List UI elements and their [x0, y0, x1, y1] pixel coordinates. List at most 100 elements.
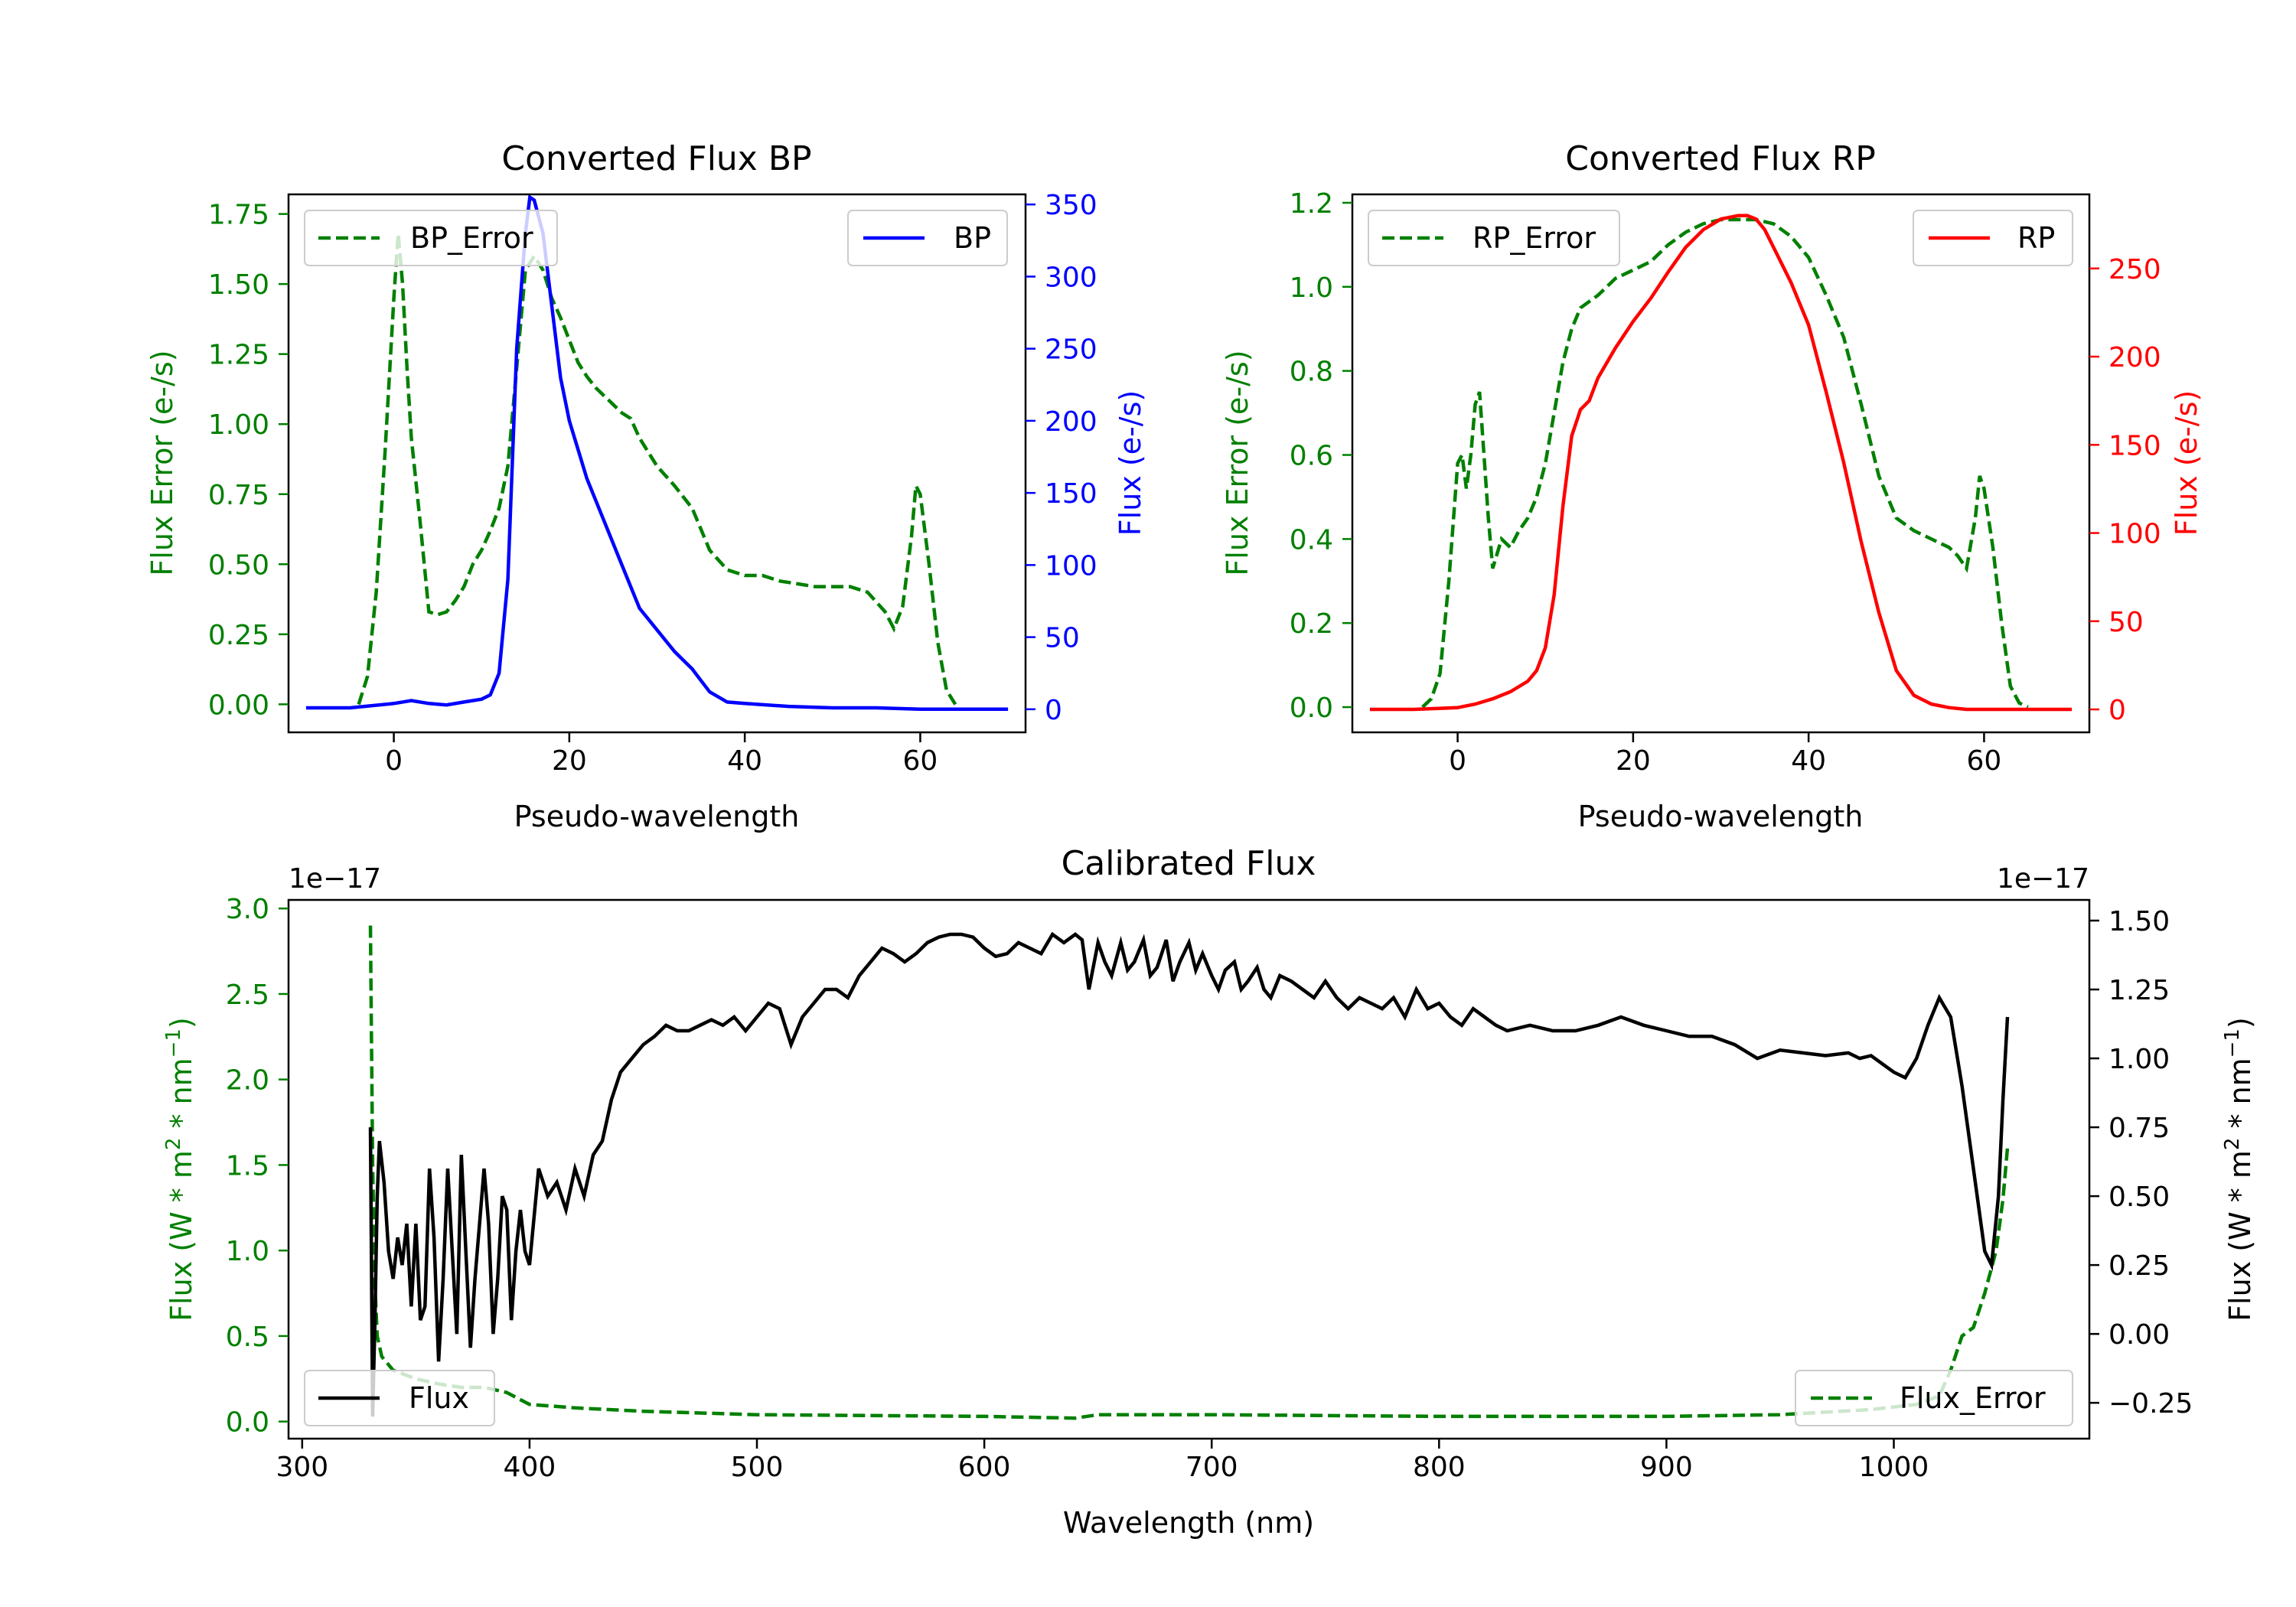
cal-xtick-label: 600 [958, 1452, 1011, 1483]
bp-flux-line [305, 194, 1009, 712]
cal-yticks-left: 0.0 0.5 1.0 1.5 2.0 2.5 3.0 [226, 894, 289, 1439]
bp-ytick-left: 1.25 [208, 340, 289, 371]
rp-ytick-left: 0.4 [1290, 524, 1352, 556]
rp-legend-error: RP_Error [1368, 210, 1620, 266]
rp-ytick-right-label: 250 [2108, 254, 2161, 285]
cal-flux-line [368, 931, 2010, 1417]
bp-ytick-left: 0.50 [208, 549, 289, 581]
rp-ytick-right-label: 50 [2108, 607, 2144, 638]
bp-ytick-left-label: 0.50 [208, 549, 269, 581]
rp-ytick-left-label: 1.2 [1290, 188, 1333, 220]
cal-xtick: 600 [958, 1439, 1011, 1483]
rp-ytick-right: 150 [2089, 430, 2161, 461]
rp-axes-frame [1351, 193, 2091, 734]
rp-legend-error-label: RP_Error [1473, 221, 1596, 255]
cal-offset-right: 1e−17 [1997, 863, 2089, 895]
cal-ytick-right: 1.25 [2089, 975, 2170, 1006]
rp-plot-lines [1369, 214, 2073, 712]
cal-ytick-right-label: 1.00 [2108, 1044, 2170, 1075]
bp-ytick-right-label: 150 [1045, 478, 1097, 510]
panel-rp: Converted Flux RP 0 20 40 60 0.0 0.2 0.4… [1221, 139, 2203, 833]
rp-ytick-left-label: 1.0 [1290, 272, 1333, 304]
cal-offset-left: 1e−17 [289, 863, 381, 895]
cal-ytick-left-label: 1.5 [226, 1150, 269, 1182]
rp-flux-line [1369, 214, 2073, 712]
cal-plot-lines [368, 925, 2010, 1420]
rp-error-line [1421, 217, 2029, 709]
bp-ytick-right: 50 [1026, 623, 1080, 654]
cal-ytick-right-label: 1.25 [2108, 975, 2170, 1006]
bp-ytick-right: 100 [1026, 550, 1097, 582]
rp-ytick-left: 0.2 [1290, 608, 1352, 640]
cal-xticks: 300 400 500 600 700 800 900 1000 [276, 1439, 1929, 1483]
cal-xtick-label: 700 [1186, 1452, 1238, 1483]
cal-ytick-left: 3.0 [226, 894, 289, 925]
bp-ytick-left: 1.75 [208, 200, 289, 231]
cal-error-line [368, 925, 2010, 1420]
cal-ytick-left: 0.5 [226, 1322, 289, 1353]
bp-ytick-right: 250 [1026, 334, 1097, 366]
bp-error-line [357, 233, 957, 706]
bp-ytick-left: 1.00 [208, 409, 289, 441]
bp-ytick-right-label: 200 [1045, 406, 1097, 438]
rp-ytick-right-label: 0 [2108, 695, 2126, 726]
bp-xtick-label: 40 [727, 745, 762, 777]
cal-legend-flux-label: Flux [409, 1381, 469, 1415]
rp-ytick-right-label: 100 [2108, 519, 2161, 550]
bp-ytick-right: 0 [1026, 695, 1062, 726]
rp-ytick-right: 0 [2089, 695, 2126, 726]
bp-xticks: 0 20 40 60 [385, 732, 938, 777]
rp-xticks: 0 20 40 60 [1449, 732, 2001, 777]
cal-ytick-right: 1.00 [2089, 1044, 2170, 1075]
bp-xlabel: Pseudo-wavelength [514, 800, 800, 833]
cal-xtick: 800 [1413, 1439, 1466, 1483]
rp-ytick-right-label: 200 [2108, 342, 2161, 373]
bp-xtick: 40 [727, 732, 762, 777]
cal-ytick-right: 0.00 [2089, 1319, 2170, 1351]
bp-ytick-left: 1.50 [208, 269, 289, 301]
bp-ytick-left-label: 1.25 [208, 340, 269, 371]
cal-xtick-label: 300 [276, 1452, 328, 1483]
bp-ytick-left-label: 1.75 [208, 200, 269, 231]
rp-ytick-left-label: 0.8 [1290, 357, 1333, 388]
cal-xtick: 400 [504, 1439, 556, 1483]
bp-ytick-left-label: 0.25 [208, 620, 269, 651]
rp-ytick-left-label: 0.2 [1290, 608, 1333, 640]
bp-ytick-right-label: 300 [1045, 262, 1097, 293]
cal-xtick-label: 900 [1640, 1452, 1693, 1483]
bp-ytick-left: 0.75 [208, 480, 289, 511]
bp-ytick-right: 350 [1026, 190, 1097, 221]
cal-ytick-right-label: −0.25 [2108, 1388, 2193, 1420]
cal-ytick-left: 0.0 [226, 1407, 289, 1439]
rp-ytick-left: 1.2 [1290, 188, 1352, 220]
rp-legend-flux: RP [1913, 210, 2073, 266]
cal-ytick-left: 2.0 [226, 1065, 289, 1097]
bp-ytick-left-label: 1.00 [208, 409, 269, 441]
bp-xtick-label: 60 [903, 745, 938, 777]
rp-ytick-left: 0.6 [1290, 441, 1352, 472]
bp-ytick-left-label: 1.50 [208, 269, 269, 301]
bp-ylabel-right: Flux (e-/s) [1114, 390, 1147, 536]
bp-axes-frame [287, 193, 1027, 734]
cal-ytick-left-label: 2.5 [226, 980, 269, 1011]
rp-ytick-left: 1.0 [1290, 272, 1352, 304]
cal-ylabel-left: Flux (W * m2 * nm−1) [162, 1017, 198, 1322]
cal-xtick: 700 [1186, 1439, 1238, 1483]
rp-ytick-left-label: 0.0 [1290, 693, 1333, 724]
rp-ylabel-right: Flux (e-/s) [2170, 390, 2203, 536]
cal-xtick: 300 [276, 1439, 328, 1483]
cal-title: Calibrated Flux [1062, 844, 1316, 883]
cal-xtick: 900 [1640, 1439, 1693, 1483]
bp-ytick-left: 0.25 [208, 620, 289, 651]
bp-legend-flux-label: BP [954, 221, 991, 255]
rp-xtick: 20 [1616, 732, 1651, 777]
cal-ytick-left: 2.5 [226, 980, 289, 1011]
cal-ytick-left-label: 0.5 [226, 1322, 269, 1353]
cal-xtick: 1000 [1859, 1439, 1929, 1483]
rp-yticks-right: 0 50 100 150 200 250 [2089, 254, 2161, 726]
rp-xtick-label: 40 [1791, 745, 1826, 777]
rp-xtick: 40 [1791, 732, 1826, 777]
cal-yticks-right: −0.25 0.00 0.25 0.50 0.75 1.00 1.25 1.50 [2089, 906, 2193, 1420]
cal-xtick-label: 500 [731, 1452, 784, 1483]
